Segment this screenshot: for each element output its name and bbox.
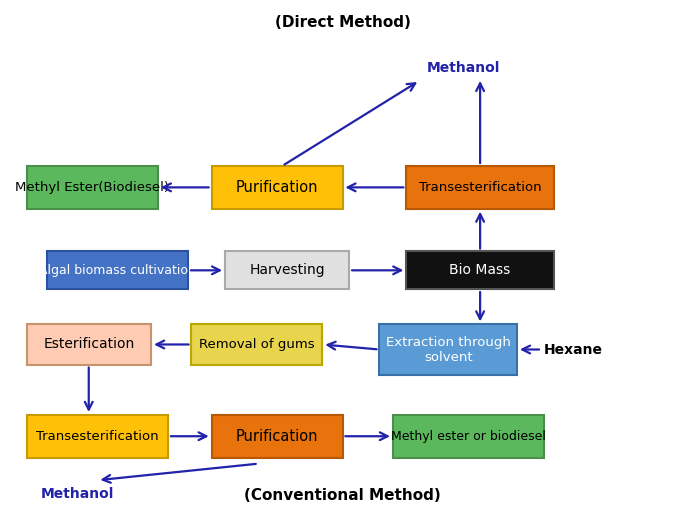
Text: Methanol: Methanol [426,61,500,75]
Text: Removal of gums: Removal of gums [199,338,314,351]
FancyBboxPatch shape [212,415,342,458]
Text: (Direct Method): (Direct Method) [275,15,410,30]
Text: Extraction through
solvent: Extraction through solvent [386,336,510,364]
Text: Transesterification: Transesterification [419,181,541,194]
Text: Methyl ester or biodiesel: Methyl ester or biodiesel [391,430,546,443]
Text: (Conventional Method): (Conventional Method) [244,488,441,503]
FancyBboxPatch shape [212,166,342,209]
Text: Harvesting: Harvesting [249,263,325,278]
FancyBboxPatch shape [225,251,349,289]
FancyBboxPatch shape [406,166,554,209]
Text: Algal biomass cultivation: Algal biomass cultivation [39,264,196,277]
Text: Bio Mass: Bio Mass [449,263,511,278]
Text: Hexane: Hexane [544,343,603,357]
FancyBboxPatch shape [393,415,544,458]
Text: Transesterification: Transesterification [36,430,159,443]
Text: Purification: Purification [236,180,319,195]
FancyBboxPatch shape [406,251,554,289]
Text: Methyl Ester(Biodiesel): Methyl Ester(Biodiesel) [16,181,169,194]
FancyBboxPatch shape [191,324,323,365]
Text: Esterification: Esterification [43,338,135,351]
FancyBboxPatch shape [27,324,151,365]
FancyBboxPatch shape [27,415,168,458]
Text: Purification: Purification [236,429,319,444]
Text: Methanol: Methanol [40,487,114,501]
FancyBboxPatch shape [379,324,517,374]
FancyBboxPatch shape [47,251,188,289]
FancyBboxPatch shape [27,166,158,209]
